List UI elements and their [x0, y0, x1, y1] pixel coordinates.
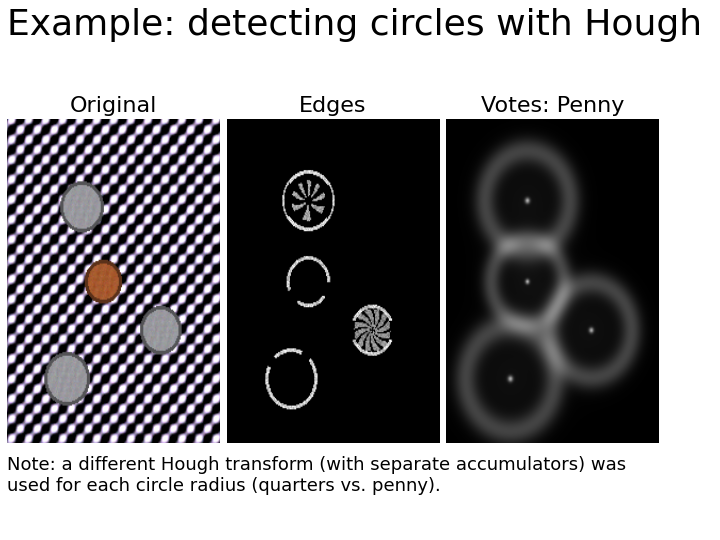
Text: Votes: Penny: Votes: Penny — [481, 96, 624, 116]
Text: Original: Original — [70, 96, 157, 116]
Text: Note: a different Hough transform (with separate accumulators) was
used for each: Note: a different Hough transform (with … — [7, 456, 626, 495]
Text: Edges: Edges — [300, 96, 366, 116]
Text: Example: detecting circles with Hough: Example: detecting circles with Hough — [7, 8, 702, 42]
